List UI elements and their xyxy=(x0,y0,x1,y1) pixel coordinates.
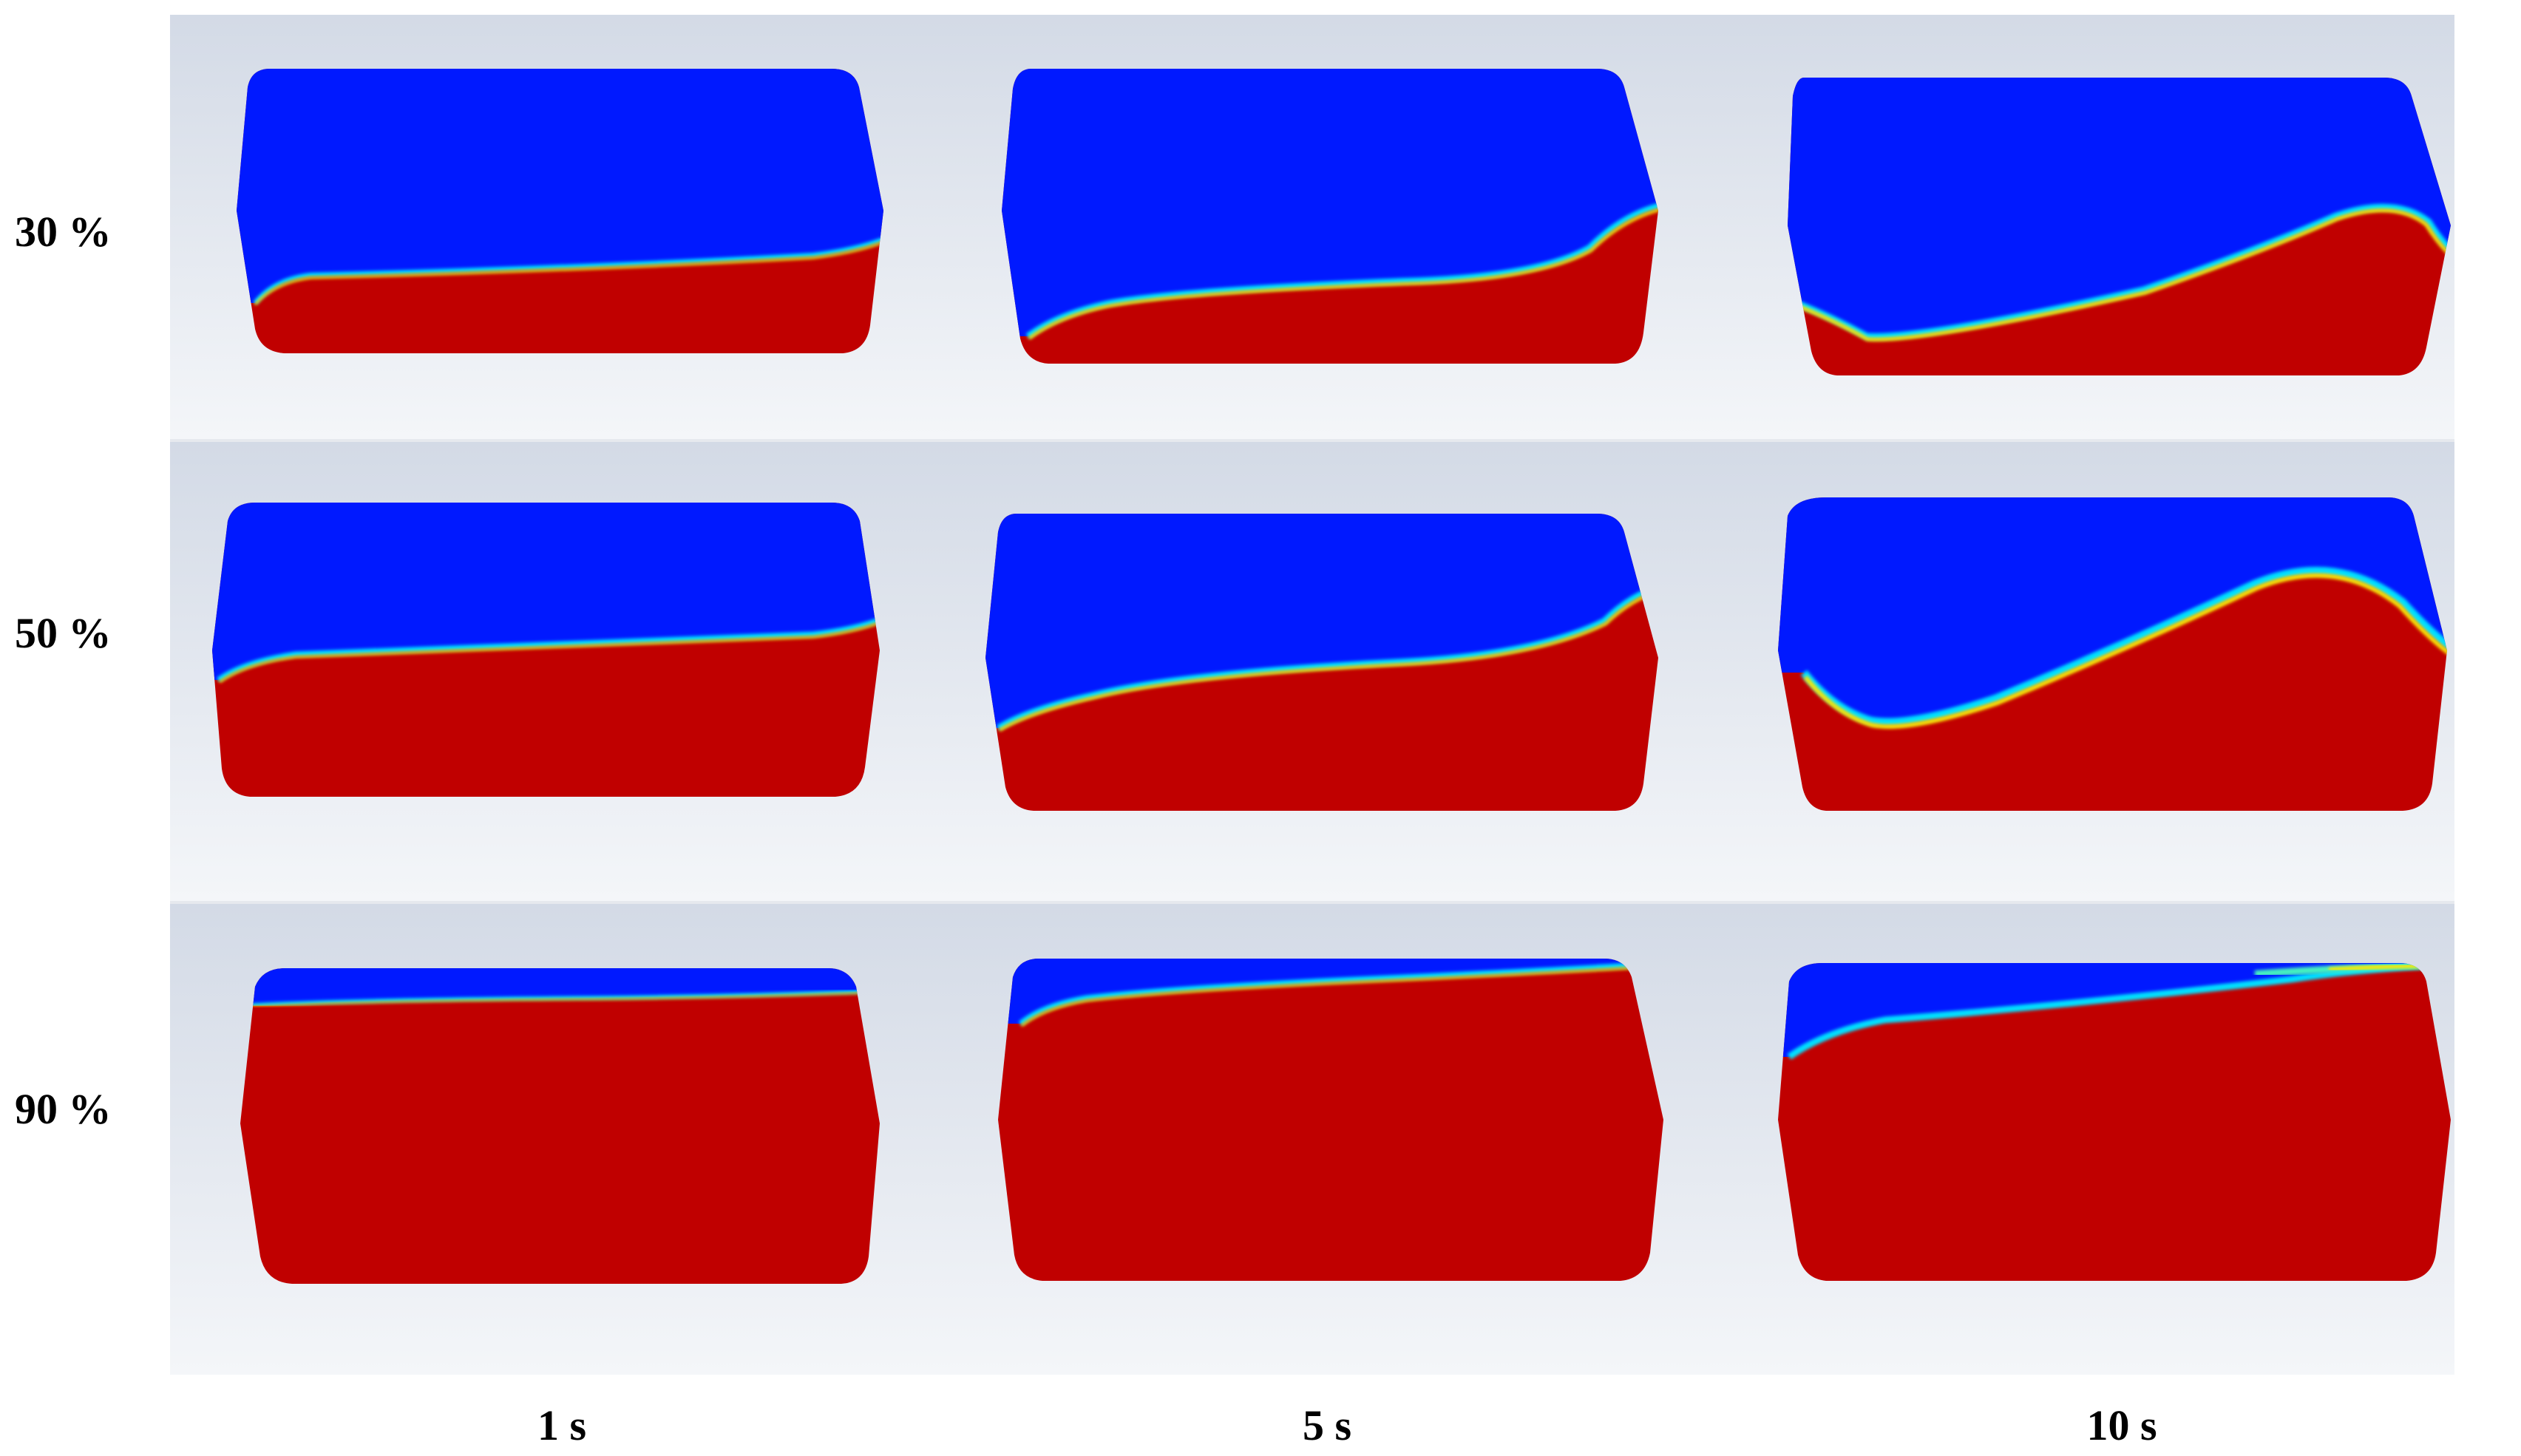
column-label-1s: 1 s xyxy=(537,1401,587,1449)
tank-panel-90pct-5s xyxy=(998,959,1663,1281)
tank-panel-30pct-5s xyxy=(1002,69,1658,364)
row-label-50pct: 50 % xyxy=(15,609,112,657)
tank-panel-30pct-10s xyxy=(1788,78,2451,375)
tank-panel-50pct-1s xyxy=(212,503,880,797)
row-label-90pct: 90 % xyxy=(15,1085,112,1133)
column-label-10s: 10 s xyxy=(2086,1401,2157,1449)
tank-panel-50pct-5s xyxy=(985,514,1658,811)
tank-panel-90pct-1s xyxy=(240,968,880,1284)
tank-panel-90pct-10s xyxy=(1778,963,2451,1281)
tank-panel-50pct-10s xyxy=(1778,497,2447,811)
row-label-30pct: 30 % xyxy=(15,208,112,256)
column-label-5s: 5 s xyxy=(1302,1401,1352,1449)
tank-panel-30pct-1s xyxy=(237,69,883,353)
